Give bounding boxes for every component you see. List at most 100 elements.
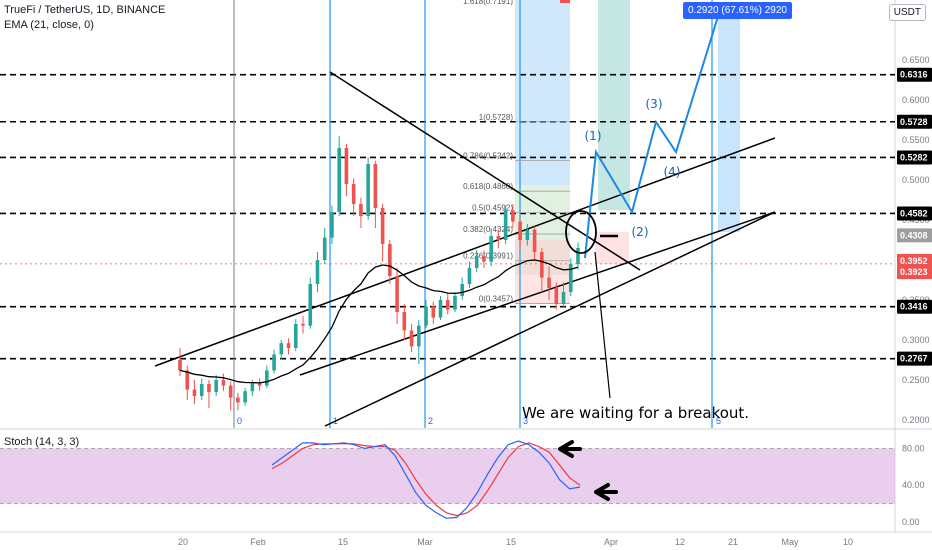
candle xyxy=(453,296,457,310)
trend-line xyxy=(329,71,641,271)
price-badge-label: 0.5282 xyxy=(900,152,928,162)
trend-line xyxy=(299,211,776,376)
candle xyxy=(482,256,486,262)
wave-label: (2) xyxy=(632,225,649,239)
currency-button[interactable]: USDT xyxy=(888,4,926,21)
price-badge xyxy=(897,265,932,280)
candle xyxy=(445,300,450,310)
candle xyxy=(250,383,255,392)
candle xyxy=(402,312,407,331)
candle xyxy=(236,397,240,403)
candle xyxy=(207,384,211,392)
candle xyxy=(214,380,218,392)
price-badge-label: 0.4308 xyxy=(900,230,928,240)
candle xyxy=(511,210,515,222)
candle xyxy=(489,236,493,262)
candle xyxy=(265,370,269,386)
candle xyxy=(474,256,479,268)
fib-label: 0.618(0.4860) xyxy=(463,182,513,191)
vline-label: 5 xyxy=(716,416,721,426)
projection-zone xyxy=(718,10,740,232)
trend-line xyxy=(324,211,776,427)
candle xyxy=(185,370,190,390)
candle xyxy=(315,260,320,284)
candle xyxy=(532,229,537,252)
price-badge-label: 0.5728 xyxy=(900,117,928,127)
candle xyxy=(257,383,262,386)
fib-label-top: 1.618(0.7191) xyxy=(463,0,513,6)
price-badge xyxy=(897,253,932,268)
x-tick-label: 10 xyxy=(843,537,853,547)
fib-label: 0.5(0.4592) xyxy=(472,204,513,213)
candle xyxy=(351,184,356,204)
candle xyxy=(279,343,284,355)
candle xyxy=(496,236,501,240)
x-tick-label: May xyxy=(781,537,799,547)
vline-label: 3 xyxy=(523,416,528,426)
candle xyxy=(525,229,530,240)
left-arrow-icon xyxy=(594,483,618,501)
price-badge-label: 0.3923 xyxy=(900,267,928,277)
candle xyxy=(228,385,233,398)
fib-label: 0.382(0.4324) xyxy=(463,225,513,234)
y-tick-label: 0.3000 xyxy=(902,335,930,345)
price-badge xyxy=(897,351,932,366)
breakout-circle xyxy=(565,210,597,254)
x-tick-label: Apr xyxy=(604,537,618,547)
candle xyxy=(322,237,327,260)
target-callout: 0.2920 (67.61%) 2920 xyxy=(683,2,792,19)
wave-zone-green xyxy=(598,0,630,210)
x-tick-label: Feb xyxy=(250,537,266,547)
price-badge xyxy=(897,114,932,129)
x-tick-label: 15 xyxy=(506,537,516,547)
candle xyxy=(293,324,298,348)
candle xyxy=(417,325,421,347)
vline-label: 2 xyxy=(428,416,433,426)
fib-label: 0.786(0.5242) xyxy=(463,152,513,161)
wave-label: (4) xyxy=(664,165,681,179)
candle xyxy=(424,306,428,326)
candle xyxy=(272,354,276,371)
price-badge xyxy=(897,67,932,82)
stoch-legend: Stoch (14, 3, 3) xyxy=(4,436,80,448)
price-badge-label: 0.6316 xyxy=(900,70,928,80)
vline-label: 0 xyxy=(237,416,242,426)
x-tick-label: 12 xyxy=(675,537,685,547)
fib-label: 1(0.5728) xyxy=(479,113,514,122)
price-badge-label: 0.4582 xyxy=(900,208,928,218)
price-badge-label: 0.3952 xyxy=(900,256,928,266)
stoch-tick-label: 40.00 xyxy=(902,480,925,490)
candle xyxy=(503,210,508,240)
y-tick-label: 0.5000 xyxy=(902,175,930,185)
y-tick-label: 0.2500 xyxy=(902,375,930,385)
candle xyxy=(301,324,305,326)
candle xyxy=(561,292,566,304)
y-tick-label: 0.2000 xyxy=(902,415,930,425)
fib-label: 0.236(0.3991) xyxy=(463,252,513,261)
wave-label: (3) xyxy=(646,97,663,111)
candle xyxy=(576,248,580,264)
y-tick-label: 0.5500 xyxy=(902,135,930,145)
fib-label: 0(0.3457) xyxy=(479,294,514,303)
stoch-d-line xyxy=(271,442,581,517)
stoch-band xyxy=(0,448,895,504)
candle xyxy=(337,148,341,212)
candle xyxy=(286,343,291,348)
candle xyxy=(409,330,414,347)
wave-path xyxy=(584,9,721,259)
candle xyxy=(366,164,370,216)
price-badge xyxy=(897,299,932,314)
wave-label: (1) xyxy=(585,129,602,143)
stoch-k-line xyxy=(271,440,581,519)
price-badge xyxy=(897,228,932,243)
left-arrow-icon xyxy=(558,440,582,458)
candle xyxy=(199,384,204,396)
annotation-pointer xyxy=(594,251,611,399)
y-tick-label: 0.6000 xyxy=(902,95,930,105)
candle xyxy=(554,288,559,304)
price-badge-label: 0.3416 xyxy=(900,302,928,312)
candle xyxy=(243,391,247,403)
candle xyxy=(467,268,472,284)
candle xyxy=(388,244,392,276)
